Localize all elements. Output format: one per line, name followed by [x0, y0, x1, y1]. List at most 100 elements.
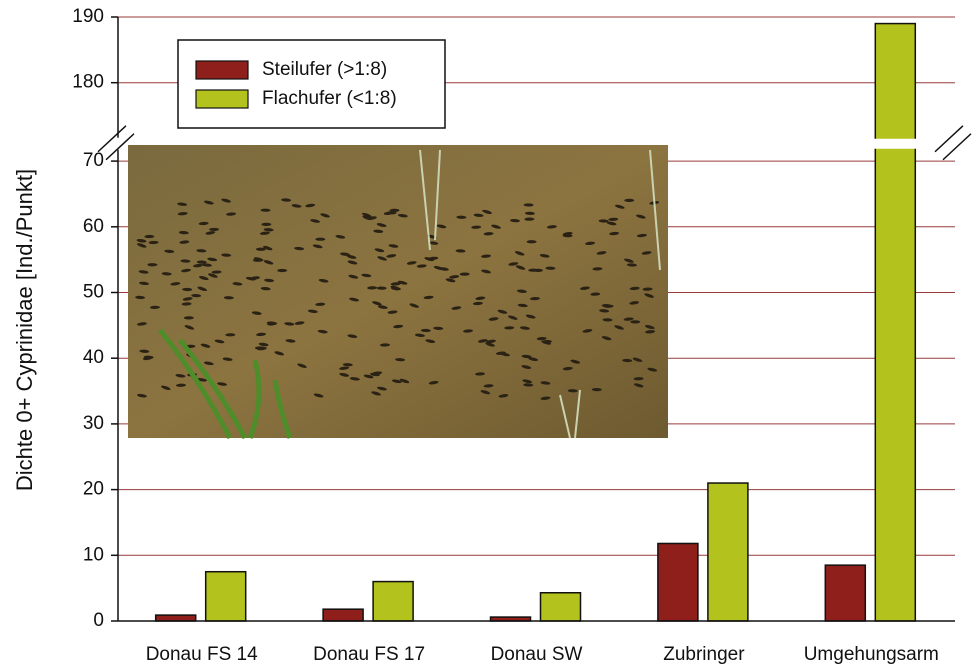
photo-fish — [297, 363, 307, 368]
photo-fish — [599, 309, 610, 313]
photo-fish — [409, 303, 420, 308]
photo-fish — [591, 387, 602, 392]
photo-fish — [633, 383, 644, 388]
legend-swatch — [195, 60, 249, 80]
photo-fish — [264, 278, 275, 283]
photo-fish — [377, 256, 387, 261]
photo-fish — [606, 221, 617, 226]
photo-fish — [274, 351, 285, 356]
photo-fish — [387, 310, 398, 314]
photo-fish — [425, 339, 436, 344]
bar — [874, 22, 917, 622]
photo-fish — [603, 304, 614, 308]
photo-fish — [252, 258, 263, 262]
photo-fish — [182, 287, 193, 292]
photo-fish — [136, 238, 147, 243]
photo-fish — [148, 240, 159, 245]
photo-fish — [139, 281, 149, 286]
photo-fish — [198, 276, 209, 281]
y-tick-label: 60 — [83, 216, 104, 237]
photo-fish — [161, 385, 171, 391]
photo-fish — [500, 352, 510, 357]
legend-label: Steilufer (>1:8) — [262, 59, 387, 80]
photo-fish — [383, 211, 394, 215]
photo-fish — [524, 211, 535, 215]
photo-fish — [250, 276, 260, 280]
axis-break-mark — [105, 133, 135, 161]
photo-fish — [144, 234, 155, 239]
photo-fish — [208, 273, 218, 278]
x-tick-label: Donau FS 14 — [146, 644, 258, 665]
photo-fish — [483, 384, 494, 388]
legend-label: Flachufer (<1:8) — [262, 88, 397, 109]
photo-fish — [526, 240, 537, 244]
photo-fish — [614, 325, 624, 330]
photo-fish — [644, 325, 655, 330]
photo-fish — [263, 260, 274, 265]
photo-fish — [349, 297, 359, 302]
legend-swatch — [195, 89, 249, 109]
photo-fish — [632, 357, 643, 362]
photo-fish — [161, 272, 172, 276]
photo-fish — [516, 289, 527, 293]
photo-fish — [386, 254, 397, 258]
photo-fish — [170, 282, 181, 286]
photo-fish — [456, 215, 467, 219]
photo-fish — [482, 209, 492, 215]
photo-fish — [361, 273, 372, 278]
photo-fish — [346, 254, 357, 259]
photo-fish — [475, 372, 486, 376]
photo-fish — [647, 367, 658, 372]
photo-fish — [223, 296, 234, 300]
y-tick-label: 50 — [83, 282, 104, 303]
photo-fish — [181, 302, 192, 306]
photo-fish — [197, 286, 207, 292]
photo-fish — [277, 268, 288, 273]
photo-fish — [312, 244, 323, 249]
photo-fish — [459, 272, 470, 276]
photo-fish — [624, 198, 635, 202]
photo-fish — [377, 386, 387, 391]
photo-fish — [509, 219, 520, 223]
photo-fish — [260, 208, 271, 212]
photo-fish — [524, 217, 535, 221]
photo-fish — [598, 219, 609, 223]
photo-fish — [180, 259, 191, 263]
photo-fish — [486, 339, 496, 344]
photo-fish — [183, 316, 194, 320]
photo-fish — [281, 198, 292, 202]
photo-fish — [428, 241, 439, 245]
photo-fish — [633, 377, 644, 381]
photo-fish — [371, 391, 381, 396]
photo-fish — [423, 295, 434, 300]
y-tick-label: 20 — [83, 479, 104, 500]
photo-fish — [608, 217, 619, 221]
photo-fish — [390, 282, 401, 286]
photo-fish — [539, 254, 550, 258]
photo-fish — [363, 374, 374, 379]
photo — [128, 145, 668, 440]
y-tick-label: 0 — [93, 610, 104, 631]
photo-fish — [136, 393, 147, 398]
photo-fish — [609, 231, 620, 236]
photo-fish — [196, 260, 207, 264]
axis-break-mark — [942, 133, 972, 161]
photo-fish — [379, 343, 390, 347]
photo-fish — [529, 296, 540, 301]
photo-fish — [347, 334, 358, 338]
photo-fish — [579, 286, 590, 290]
photo-fish — [519, 326, 530, 330]
photo-fish — [463, 329, 474, 333]
photo-fish — [445, 278, 456, 283]
photo-fish — [395, 358, 406, 362]
photo-fish — [349, 377, 360, 381]
photo-fish — [261, 222, 272, 227]
photo-fish — [376, 286, 387, 290]
photo-fish — [636, 233, 647, 238]
photo-fish — [455, 249, 466, 253]
photo-fish — [176, 383, 187, 387]
photo-fish — [635, 214, 646, 219]
photo-fish — [491, 224, 501, 229]
photo-fish — [367, 286, 378, 290]
photo-fish — [177, 212, 188, 216]
